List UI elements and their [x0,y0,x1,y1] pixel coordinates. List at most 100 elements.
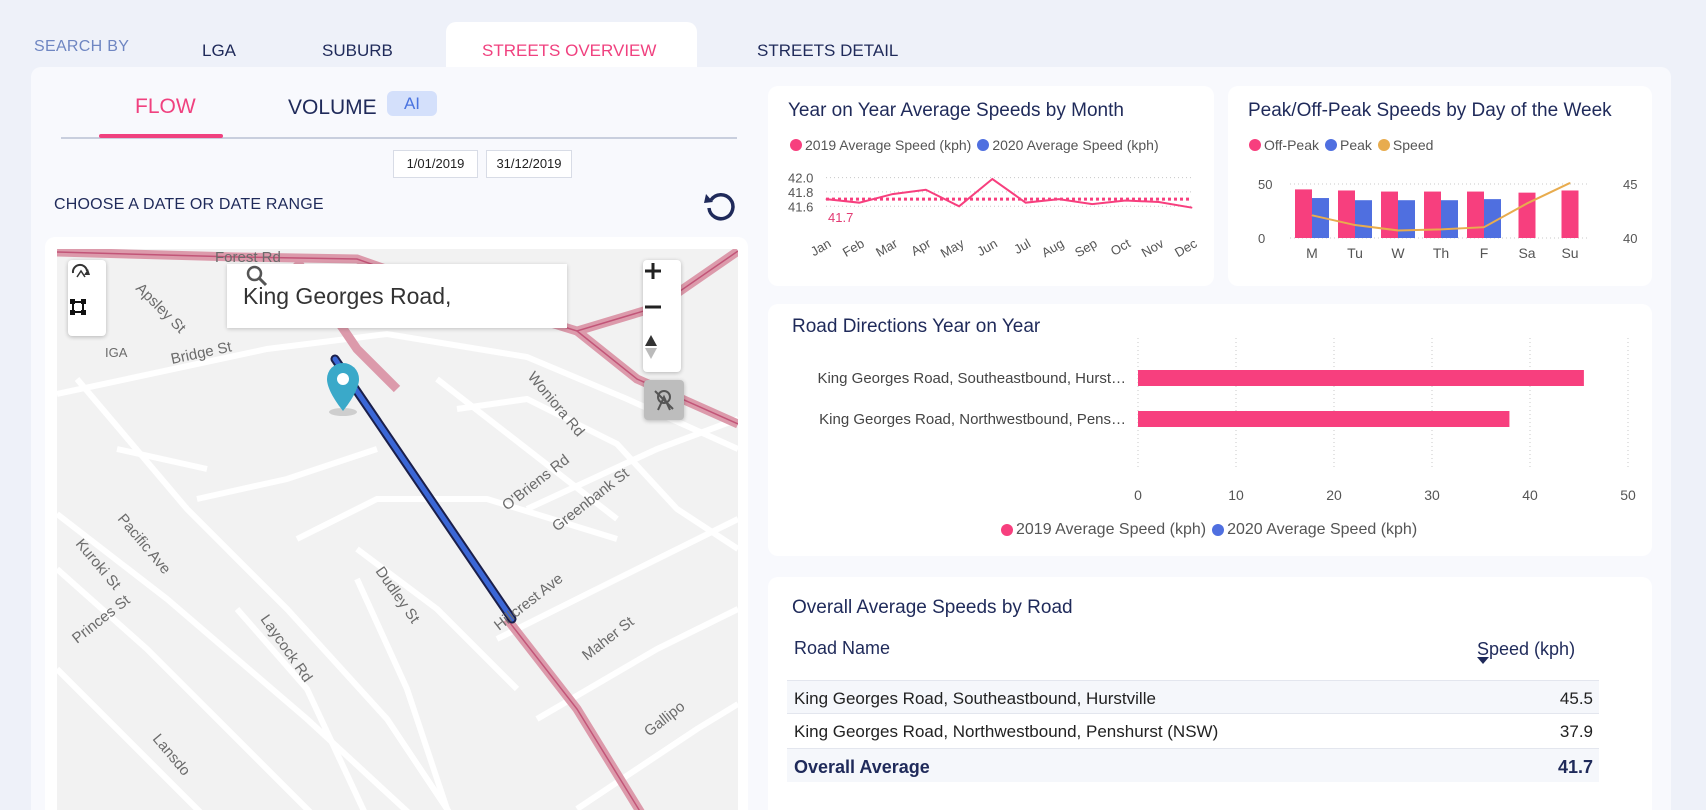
legend-dot [1325,139,1337,151]
bar-offpeak [1381,191,1398,238]
peak-offpeak-card: Peak/Off-Peak Speeds by Day of the Week … [1228,86,1652,286]
zoom-in-icon[interactable] [644,262,680,298]
x-tick-label: Nov [1139,235,1167,260]
table-title: Overall Average Speeds by Road [792,597,1073,618]
chart-legend: 2019 Average Speed (kph) 2020 Average Sp… [1001,521,1423,539]
x-tick-label: Aug [1039,236,1067,261]
y-category-label: King Georges Road, Southeastbound, Hurst… [817,370,1126,387]
x-tick-label: Tu [1347,245,1363,261]
street-label: IGA [105,345,128,360]
average-label: 41.7 [828,210,853,225]
data-point [1025,202,1027,204]
data-point [1397,229,1399,231]
x-tick-label: 20 [1326,487,1342,503]
road-directions-chart: 0 10 20 30 40 50 King Georges Road, Southeastb… [817,338,1636,503]
x-tick-label: 30 [1424,487,1440,503]
tab-volume[interactable]: VOLUME [288,96,377,119]
nav-tab-suburb[interactable]: SUBURB [322,41,393,60]
table-row[interactable]: King Georges Road, Southeastbound, Hurst… [787,680,1599,714]
sort-desc-icon[interactable] [1476,656,1490,665]
x-tick-label: May [938,235,967,261]
x-tick-label: 50 [1620,487,1636,503]
speed-cell: 37.9 [1559,722,1593,741]
y-tick-label: 41.6 [788,199,813,214]
reset-icon[interactable] [703,189,737,223]
x-tick-label: F [1480,245,1489,261]
legend-item: Speed [1377,137,1433,153]
chart-legend: 2019 Average Speed (kph) 2020 Average Sp… [790,137,1165,153]
compass-icon[interactable] [644,334,680,370]
legend-item: Off-Peak [1249,137,1319,153]
x-tick-label: Su [1561,245,1578,261]
bar-offpeak [1424,191,1441,238]
legend-dot [1377,139,1390,151]
column-header-road-name[interactable]: Road Name [794,638,891,658]
location-pin-icon [327,363,359,416]
start-date-input[interactable]: 1/01/2019 [393,150,478,178]
street-label: Forest Rd [215,249,281,266]
legend-item: 2019 Average Speed (kph) [790,137,971,153]
data-point [1058,198,1060,200]
chart-title: Peak/Off-Peak Speeds by Day of the Week [1248,100,1612,121]
x-tick-label: Th [1433,245,1449,261]
table-row[interactable]: King Georges Road, Northwestbound, Pensh… [787,713,1599,747]
map-card: Forest Rd Apsley St Bridge St IGA Wonior… [45,237,748,810]
data-point [1440,228,1442,230]
column-header-speed[interactable]: Speed (kph) [1477,639,1576,659]
traffic-layer-icon[interactable] [644,380,684,420]
data-point [925,189,927,191]
street-label: Laycock Rd [257,612,316,686]
table-total-row: Overall Average 41.7 [787,748,1599,782]
bar-offpeak [1338,190,1355,238]
rotate-map-icon[interactable] [69,261,105,297]
tab-flow[interactable]: FLOW [135,95,196,118]
bar-2019 [1138,370,1584,386]
bar-peak [1484,199,1501,238]
search-icon [246,265,268,287]
end-date-input[interactable]: 31/12/2019 [486,150,572,178]
y2-tick-label: 45 [1623,177,1637,192]
x-tick-label: Apr [908,235,934,258]
total-label: Overall Average [794,757,930,777]
data-point [892,193,894,195]
legend-dot [977,139,990,151]
yoy-line-chart: 42.041.841.6 41.7 Jan Feb Mar Apr May Jun Jul Aug… [788,171,1200,261]
peak-offpeak-chart: 50 0 45 40 M Tu W Th F Sa Su [1258,177,1637,261]
data-point [1526,202,1528,204]
date-range-label: CHOOSE A DATE OR DATE RANGE [54,196,324,213]
bar-peak [1398,200,1415,238]
nav-tab-lga[interactable]: LGA [202,41,237,60]
chart-title: Road Directions Year on Year [792,316,1041,337]
legend-item: 2020 Average Speed (kph) [1212,521,1417,539]
x-tick-label: Jul [1011,236,1033,257]
nav-tab-streets-detail[interactable]: STREETS DETAIL [757,41,899,60]
map[interactable]: Forest Rd Apsley St Bridge St IGA Wonior… [57,249,738,810]
bar-offpeak [1518,192,1536,238]
legend-dot [1249,139,1261,151]
speed-cell: 45.5 [1559,689,1593,708]
yoy-speeds-card: Year on Year Average Speeds by Month 201… [768,86,1214,286]
street-label: Princes St [69,591,134,647]
data-point [1091,203,1093,205]
x-tick-label: Dec [1172,235,1200,260]
bar-peak [1441,200,1458,238]
x-tick-label: W [1391,245,1405,261]
flow-volume-tabs: FLOW VOLUME AI [61,84,737,139]
legend-dot [790,139,802,151]
x-tick-label: Jan [808,236,834,259]
y-tick-label: 0 [1258,231,1265,246]
y-category-label: King Georges Road, Northwestbound, Pens… [819,411,1126,428]
bar-offpeak [1467,191,1484,238]
map-search-input[interactable]: King Georges Road, [243,282,452,309]
active-tab-underline [99,134,223,138]
data-point [1191,207,1193,209]
y-tick-label: 50 [1258,177,1272,192]
zoom-out-icon[interactable] [644,298,680,334]
select-area-icon[interactable] [69,298,105,334]
top-nav: SEARCH BY LGA SUBURB STREETS OVERVIEW ST… [0,0,1706,72]
nav-tab-streets-overview[interactable]: STREETS OVERVIEW [482,41,657,60]
ai-badge[interactable]: AI [387,91,437,116]
x-tick-label: Jun [974,236,1000,259]
road-name-cell: King Georges Road, Southeastbound, Hurst… [794,689,1156,708]
map-search-box[interactable]: King Georges Road, [227,264,567,328]
